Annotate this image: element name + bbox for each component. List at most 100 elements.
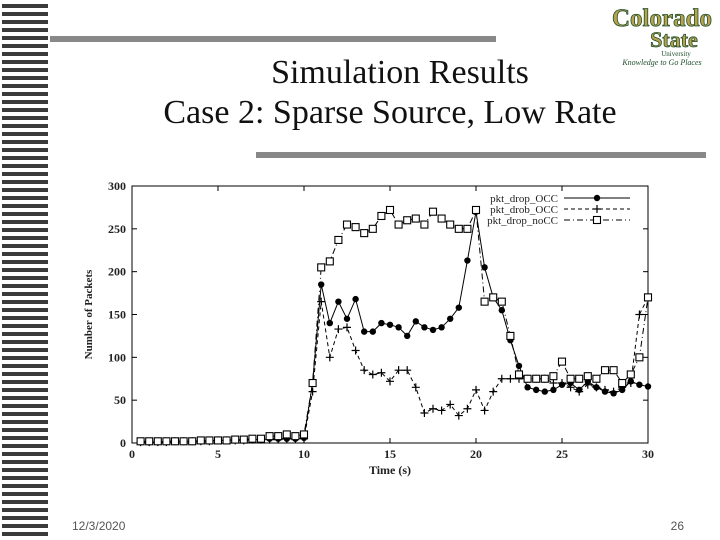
series-square xyxy=(136,205,653,446)
x-tick-label: 10 xyxy=(298,447,310,461)
data-point xyxy=(205,436,214,445)
data-point xyxy=(575,374,584,383)
data-point xyxy=(394,366,403,375)
data-point xyxy=(447,315,454,322)
data-point xyxy=(282,430,291,439)
data-point xyxy=(368,224,377,233)
stripe xyxy=(2,180,48,184)
data-point xyxy=(506,374,515,383)
stripe xyxy=(2,308,48,312)
stripe xyxy=(2,52,48,56)
data-point xyxy=(454,411,463,420)
stripe xyxy=(2,76,48,80)
stripe xyxy=(2,108,48,112)
stripe xyxy=(2,316,48,320)
footer-date: 12/3/2020 xyxy=(72,519,126,533)
data-point xyxy=(369,328,376,335)
y-tick-label: 250 xyxy=(108,222,126,236)
data-point xyxy=(549,372,558,381)
data-point xyxy=(394,220,403,229)
data-point xyxy=(274,432,283,441)
stripe xyxy=(2,428,48,432)
stripe xyxy=(2,204,48,208)
stripe xyxy=(2,12,48,16)
data-point xyxy=(497,374,506,383)
data-point xyxy=(222,436,231,445)
data-point xyxy=(256,434,266,443)
x-tick-label: 5 xyxy=(215,447,221,461)
stripe xyxy=(2,356,48,360)
data-point xyxy=(497,297,506,306)
legend-label: pkt_drop_OCC xyxy=(490,193,558,205)
data-point xyxy=(318,281,325,288)
data-point xyxy=(644,383,652,390)
stripe xyxy=(2,20,48,24)
x-tick-label: 15 xyxy=(384,447,396,461)
data-point xyxy=(361,328,368,335)
data-point xyxy=(471,205,481,215)
data-point xyxy=(609,366,618,375)
stripe xyxy=(2,124,48,128)
stripe xyxy=(2,332,48,336)
data-point xyxy=(601,385,609,394)
stripe xyxy=(2,260,48,264)
data-point xyxy=(636,381,643,388)
y-tick-label: 0 xyxy=(120,436,126,450)
data-point xyxy=(583,380,592,389)
legend-label: pkt_drop_noCC xyxy=(487,215,558,227)
legend-marker xyxy=(593,194,601,202)
data-point xyxy=(368,370,377,379)
stripe xyxy=(2,236,48,240)
stripe xyxy=(2,420,48,424)
svg-text:University: University xyxy=(661,50,691,58)
data-point xyxy=(626,370,635,379)
data-point xyxy=(420,409,429,418)
data-point xyxy=(541,388,548,395)
svg-text:Colorado: Colorado xyxy=(612,5,712,32)
data-point xyxy=(506,331,515,340)
y-axis-label: Number of Packets xyxy=(83,269,95,359)
data-point xyxy=(558,379,566,388)
data-point xyxy=(566,374,575,383)
data-point xyxy=(308,387,317,396)
stripe xyxy=(2,84,48,88)
stripe xyxy=(2,372,48,376)
data-point xyxy=(446,220,455,229)
data-point xyxy=(411,214,420,223)
data-point xyxy=(403,366,412,375)
data-point xyxy=(188,437,197,446)
stripe xyxy=(2,284,48,288)
data-point xyxy=(248,434,257,443)
stripe xyxy=(2,60,48,64)
stripe xyxy=(2,468,48,472)
top-accent-rule xyxy=(50,36,496,42)
data-point xyxy=(325,257,334,266)
data-point xyxy=(600,366,610,375)
data-point xyxy=(386,321,394,328)
data-point xyxy=(231,435,240,444)
stripe xyxy=(2,364,48,368)
data-point xyxy=(213,436,223,445)
stripe xyxy=(2,172,48,176)
svg-text:State: State xyxy=(650,27,698,52)
x-tick-label: 20 xyxy=(470,447,482,461)
data-point xyxy=(299,430,309,439)
data-point xyxy=(239,435,248,444)
data-point xyxy=(532,374,541,383)
data-point xyxy=(472,385,480,394)
data-point xyxy=(343,315,351,322)
stripe xyxy=(2,500,48,504)
data-point xyxy=(481,264,488,271)
data-point xyxy=(179,437,188,446)
stripe xyxy=(2,44,48,48)
data-point xyxy=(343,323,351,332)
packets-over-time-chart: 0 50 100 150 200 250 300 0 5 10 15 20 25 30 Time (s) Nu… xyxy=(83,179,654,477)
data-point xyxy=(428,207,438,216)
stripe xyxy=(2,380,48,384)
data-point xyxy=(335,298,342,305)
data-point xyxy=(360,366,369,375)
legend-marker xyxy=(593,205,601,213)
data-point xyxy=(609,387,618,396)
data-point xyxy=(162,437,171,446)
data-point xyxy=(489,293,498,302)
